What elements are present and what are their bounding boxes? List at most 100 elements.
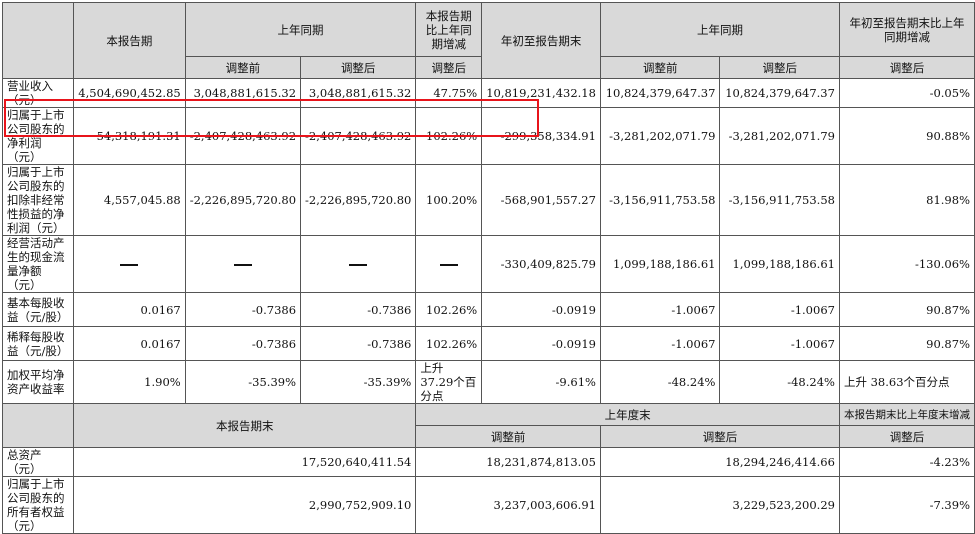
cell-ytd: 10,819,231,432.18 [481, 78, 601, 108]
cell-ytd-change: -0.05% [838, 78, 975, 108]
cell-last-year-after: 3,229,523,200.29 [599, 476, 840, 534]
cell-change: 102.26% [415, 326, 483, 361]
cell-prior-before: -0.7386 [184, 326, 302, 361]
row-label: 经营活动产生的现金流量净额（元） [1, 235, 75, 293]
cell-change-dash: — [415, 235, 483, 293]
dash-mark: — [120, 264, 139, 266]
row-label: 归属于上市公司股东的所有者权益（元） [1, 476, 75, 534]
header-ytd-change: 年初至报告期末比上年同期增减 [838, 2, 975, 57]
header-yoy-change: 本报告期比上年同期增减 [415, 2, 483, 57]
header-before-adjustment-bottom: 调整前 [415, 425, 601, 448]
header-period-end-change: 本报告期末比上年度末增减 [838, 403, 975, 426]
cell-ytd-prior-before: 10,824,379,647.37 [599, 78, 721, 108]
header-before-adjustment-ytd: 调整前 [599, 56, 721, 79]
cell-prior-after-dash: — [300, 235, 417, 293]
cell-prior-before: -0.7386 [184, 292, 302, 327]
table-row: 总资产（元） 17,520,640,411.54 18,231,874,813.… [1, 447, 975, 477]
cell-ytd-prior-before: -1.0067 [599, 326, 721, 361]
cell-ytd-prior-before: 1,099,188,186.61 [599, 235, 721, 293]
header-after-adjustment-ytd: 调整后 [719, 56, 840, 79]
cell-ytd-change: -130.06% [838, 235, 975, 293]
cell-last-year-before: 18,231,874,813.05 [415, 447, 601, 477]
dash-mark: — [349, 264, 368, 266]
header-prior-same-period: 上年同期 [184, 2, 417, 57]
header-last-year-end: 上年度末 [415, 403, 840, 426]
row-label: 稀释每股收益（元/股） [1, 326, 75, 361]
cell-change: 102.26% [415, 292, 483, 327]
table-row: 归属于上市公司股东的所有者权益（元） 2,990,752,909.10 3,23… [1, 476, 975, 534]
cell-prior-after: -2,226,895,720.80 [300, 164, 417, 236]
cell-prior-after: 3,048,881,615.32 [300, 78, 417, 108]
cell-current-end: 17,520,640,411.54 [73, 447, 417, 477]
table-row: 稀释每股收益（元/股） 0.0167 -0.7386 -0.7386 102.2… [1, 326, 975, 361]
cell-prior-after: -2,407,428,463.92 [300, 107, 417, 165]
cell-current: 4,557,045.88 [73, 164, 186, 236]
cell-prior-after: -0.7386 [300, 292, 417, 327]
cell-ytd-prior-after: -1.0067 [719, 292, 840, 327]
cell-ytd-prior-after: -1.0067 [719, 326, 840, 361]
cell-ytd: -299,358,334.91 [481, 107, 601, 165]
header-after-adjustment-change-ytd: 调整后 [838, 56, 975, 79]
row-label: 加权平均净资产收益率 [1, 360, 75, 404]
dash-mark: — [439, 264, 458, 266]
header-before-adjustment: 调整前 [184, 56, 302, 79]
cell-ytd-prior-before: -3,156,911,753.58 [599, 164, 721, 236]
cell-ytd-prior-after: 1,099,188,186.61 [719, 235, 840, 293]
cell-ytd: -9.61% [481, 360, 601, 404]
table-row: 归属于上市公司股东的扣除非经常性损益的净利润（元） 4,557,045.88 -… [1, 164, 975, 236]
cell-last-year-before: 3,237,003,606.91 [415, 476, 601, 534]
cell-ytd-change: 上升 38.63个百分点 [838, 360, 975, 404]
cell-current: 0.0167 [73, 292, 186, 327]
header-after-adjustment-bottom: 调整后 [599, 425, 840, 448]
cell-current-dash: — [73, 235, 186, 293]
cell-prior-after: -0.7386 [300, 326, 417, 361]
cell-change: 47.75% [415, 78, 483, 108]
row-label: 归属于上市公司股东的扣除非经常性损益的净利润（元） [1, 164, 75, 236]
dash-mark: — [233, 264, 252, 266]
header-after-adjustment-change: 调整后 [415, 56, 483, 79]
cell-ytd-prior-before: -1.0067 [599, 292, 721, 327]
table-row: 营业收入（元） 4,504,690,452.85 3,048,881,615.3… [1, 78, 975, 108]
cell-period-end-change: -7.39% [838, 476, 975, 534]
cell-prior-after: -35.39% [300, 360, 417, 404]
table-row: 经营活动产生的现金流量净额（元） — — — — -330,409,825.79… [1, 235, 975, 293]
cell-change: 上升 37.29个百分点 [415, 360, 483, 404]
cell-current-end: 2,990,752,909.10 [73, 476, 417, 534]
cell-ytd: -0.0919 [481, 292, 601, 327]
table-row: 归属于上市公司股东的净利润（元） 54,318,191.31 -2,407,42… [1, 107, 975, 165]
cell-current: 54,318,191.31 [73, 107, 186, 165]
cell-ytd-change: 90.87% [838, 292, 975, 327]
cell-prior-before: -2,407,428,463.92 [184, 107, 302, 165]
cell-prior-before-dash: — [184, 235, 302, 293]
cell-prior-before: -35.39% [184, 360, 302, 404]
header-blank-top [1, 2, 75, 79]
header-current-period: 本报告期 [73, 2, 186, 79]
cell-ytd-prior-before: -48.24% [599, 360, 721, 404]
cell-current: 4,504,690,452.85 [73, 78, 186, 108]
cell-change: 100.20% [415, 164, 483, 236]
cell-ytd-change: 81.98% [838, 164, 975, 236]
header-after-adjustment-change-bottom: 调整后 [838, 425, 975, 448]
table-row: 加权平均净资产收益率 1.90% -35.39% -35.39% 上升 37.2… [1, 360, 975, 404]
cell-ytd-prior-after: -48.24% [719, 360, 840, 404]
cell-ytd-change: 90.88% [838, 107, 975, 165]
cell-period-end-change: -4.23% [838, 447, 975, 477]
header-prior-same-period-ytd: 上年同期 [599, 2, 840, 57]
cell-change: 102.26% [415, 107, 483, 165]
cell-current: 1.90% [73, 360, 186, 404]
header-after-adjustment: 调整后 [300, 56, 417, 79]
cell-ytd: -0.0919 [481, 326, 601, 361]
header-ytd: 年初至报告期末 [481, 2, 601, 79]
cell-ytd-prior-after: 10,824,379,647.37 [719, 78, 840, 108]
cell-ytd-prior-before: -3,281,202,071.79 [599, 107, 721, 165]
row-label: 营业收入（元） [1, 78, 75, 108]
cell-last-year-after: 18,294,246,414.66 [599, 447, 840, 477]
cell-prior-before: 3,048,881,615.32 [184, 78, 302, 108]
row-label: 归属于上市公司股东的净利润（元） [1, 107, 75, 165]
row-label: 基本每股收益（元/股） [1, 292, 75, 327]
cell-ytd: -330,409,825.79 [481, 235, 601, 293]
cell-prior-before: -2,226,895,720.80 [184, 164, 302, 236]
row-label: 总资产（元） [1, 447, 75, 477]
table-row: 基本每股收益（元/股） 0.0167 -0.7386 -0.7386 102.2… [1, 292, 975, 327]
